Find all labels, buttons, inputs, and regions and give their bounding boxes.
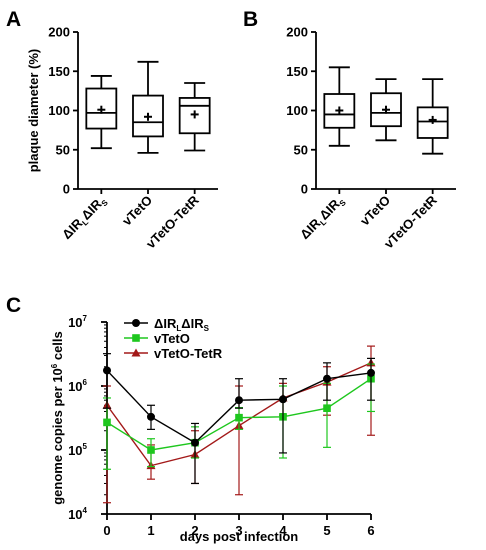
category-label: ΔIRLΔIRS — [297, 192, 348, 243]
box-group — [323, 66, 356, 194]
y-tick-exponent: 6 — [83, 378, 88, 387]
category-label: vTetO — [119, 193, 155, 229]
box-iqr — [85, 87, 118, 130]
y-tick-exponent: 7 — [83, 314, 88, 323]
legend-marker — [132, 334, 140, 342]
data-point — [323, 404, 331, 412]
y-tick-label: 150 — [286, 64, 308, 79]
legend-subscript: L — [176, 324, 181, 333]
y-axis-title-superscript: 6 — [50, 363, 59, 368]
y-tick-label: 105 — [68, 442, 87, 458]
category-text: vTetO — [357, 193, 393, 229]
legend-text: ΔIR — [154, 316, 177, 331]
box-iqr — [323, 93, 356, 129]
series-0 — [103, 353, 375, 485]
legend-label: vTetO-TetR — [154, 346, 223, 361]
y-axis-title-text-2: cells — [50, 331, 65, 364]
y-tick-label: 150 — [48, 64, 70, 79]
y-tick-exponent: 5 — [83, 442, 88, 451]
legend-item: ΔIRLΔIRS — [124, 316, 210, 333]
box-iqr — [370, 92, 402, 128]
y-tick-label: 200 — [286, 25, 308, 40]
category-subscript-2: S — [100, 198, 111, 209]
y-tick-label: 0 — [301, 182, 308, 197]
x-tick-label: 1 — [147, 523, 154, 538]
data-point — [147, 412, 155, 421]
category-label: ΔIRLΔIRS — [59, 192, 110, 243]
y-tick-label: 100 — [286, 103, 308, 118]
panel-letter-b: B — [243, 8, 258, 31]
category-subscript: L — [318, 218, 328, 228]
y-axis-title: plaque diameter (%) — [26, 49, 41, 173]
data-point — [147, 446, 155, 454]
y-tick-base: 10 — [68, 379, 82, 394]
box-iqr — [132, 94, 164, 138]
y-tick-label: 50 — [56, 142, 70, 157]
panel-letter-c: C — [6, 294, 21, 317]
data-point — [235, 413, 243, 422]
panel-letter-a: A — [6, 8, 21, 31]
legend-label: ΔIRLΔIRS — [154, 316, 210, 333]
category-subscript-2: S — [338, 198, 349, 209]
x-tick-label: 2 — [191, 523, 198, 538]
x-axis-title: days post infection — [180, 529, 299, 544]
data-point — [323, 374, 331, 383]
y-tick-base: 10 — [68, 315, 82, 330]
y-tick-label: 107 — [68, 314, 87, 330]
legend-item: vTetO-TetR — [124, 346, 223, 361]
box-group — [132, 60, 164, 194]
y-tick-base: 10 — [68, 443, 82, 458]
legend-marker — [132, 319, 140, 327]
box-group — [370, 78, 402, 194]
data-point — [103, 418, 111, 427]
box-iqr — [178, 97, 211, 135]
box-group — [416, 78, 449, 194]
y-tick-label: 50 — [294, 142, 308, 157]
legend-text: vTetO — [154, 331, 190, 346]
box-group — [178, 82, 211, 194]
data-point — [103, 366, 111, 375]
x-tick-label: 4 — [279, 523, 287, 538]
x-tick-label: 6 — [367, 523, 374, 538]
data-point — [367, 368, 375, 377]
category-subscript: L — [80, 218, 90, 228]
legend-marker — [131, 348, 141, 357]
legend-label: vTetO — [154, 331, 190, 346]
x-tick-label: 5 — [323, 523, 330, 538]
legend-subscript-2: S — [204, 324, 210, 333]
data-point — [279, 395, 287, 404]
y-tick-exponent: 4 — [83, 506, 88, 515]
y-tick-label: 100 — [48, 103, 70, 118]
legend-text-2: ΔIR — [181, 316, 204, 331]
x-tick-label: 3 — [235, 523, 242, 538]
y-tick-base: 10 — [68, 507, 82, 522]
y-tick-label: 104 — [68, 506, 87, 522]
y-tick-label: 106 — [68, 378, 87, 394]
category-text: vTetO — [119, 193, 155, 229]
y-tick-label: 200 — [48, 25, 70, 40]
data-point — [235, 396, 243, 405]
x-tick-label: 0 — [103, 523, 110, 538]
legend-text: vTetO-TetR — [154, 346, 223, 361]
legend-item: vTetO — [124, 331, 190, 346]
box-iqr — [416, 106, 449, 139]
y-tick-label: 0 — [63, 182, 70, 197]
category-label: vTetO — [357, 193, 393, 229]
box-group — [85, 75, 118, 194]
y-axis-title-text: genome copies per 10 — [50, 368, 65, 505]
y-axis-title: genome copies per 106 cells — [50, 331, 65, 505]
data-point — [191, 438, 199, 447]
